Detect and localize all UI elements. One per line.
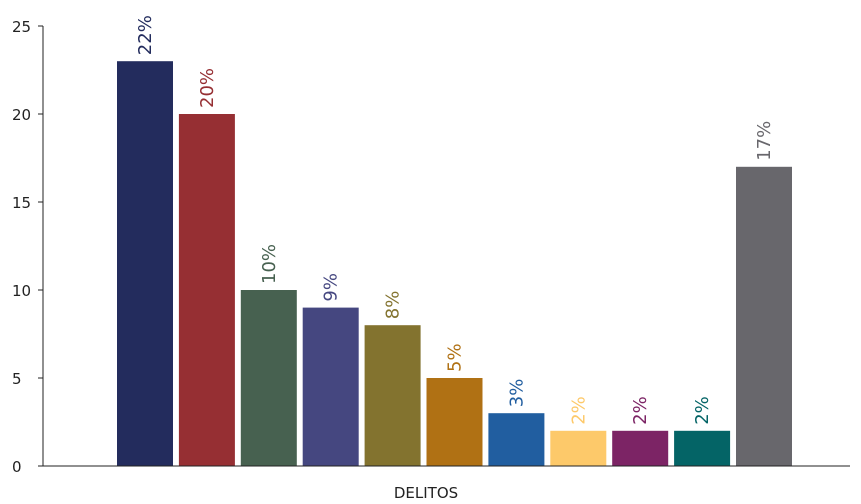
data-labels: 22% 20% 10% 9% 8% 5% 3% 2% 2% 2% 17% (135, 15, 775, 425)
bar (178, 114, 235, 466)
y-tick-label: 20 (12, 106, 31, 124)
y-tick-label: 10 (12, 282, 31, 300)
bar (117, 61, 173, 466)
y-tick-label: 5 (12, 370, 22, 388)
bar-value-label: 3% (506, 379, 527, 408)
y-axis: 0 5 10 15 20 25 (12, 18, 44, 476)
y-tick-label: 15 (12, 194, 31, 212)
bar-value-label: 20% (197, 68, 218, 108)
bar (550, 430, 607, 466)
bar-value-label: 2% (630, 396, 651, 425)
bar (612, 430, 669, 466)
y-tick-label: 0 (12, 458, 22, 476)
x-axis-label: DELITOS (394, 484, 458, 502)
bars (117, 61, 792, 467)
bar (736, 166, 792, 467)
bar (364, 325, 421, 466)
bar (674, 430, 731, 466)
bar (426, 378, 483, 466)
bar-value-label: 9% (321, 273, 342, 302)
bar-value-label: 10% (259, 244, 280, 284)
bar-value-label: 5% (445, 343, 466, 372)
bar (240, 290, 297, 466)
bar-value-label: 22% (135, 15, 156, 55)
y-tick-label: 25 (12, 18, 31, 36)
bar-value-label: 2% (568, 396, 589, 425)
bar-value-label: 8% (383, 291, 404, 320)
bar (302, 307, 359, 466)
bar-value-label: 17% (754, 121, 775, 161)
bar (488, 413, 545, 466)
bar-value-label: 2% (692, 396, 713, 425)
